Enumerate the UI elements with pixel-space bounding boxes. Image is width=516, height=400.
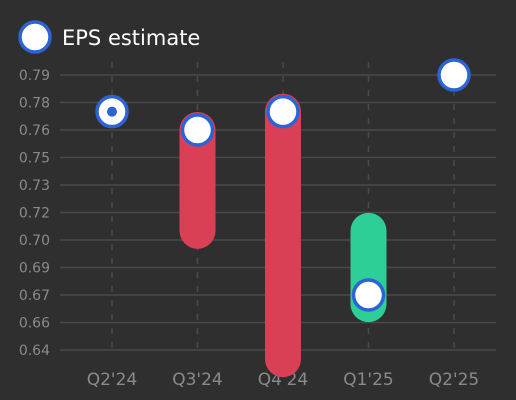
estimate-markers <box>95 58 471 312</box>
x-tick-label: Q3'24 <box>172 370 223 390</box>
x-tick-label: Q2'24 <box>87 370 138 390</box>
legend[interactable]: EPS estimate <box>18 20 200 54</box>
y-tick-label: 0.64 <box>19 343 50 359</box>
range-bar-Q4'24[interactable] <box>265 93 301 378</box>
x-tick-label: Q1'25 <box>343 370 394 390</box>
y-tick-label: 0.76 <box>19 123 50 139</box>
y-tick-label: 0.72 <box>19 206 50 222</box>
y-tick-label: 0.79 <box>19 68 50 84</box>
estimate-marker-Q3'24[interactable] <box>180 113 215 147</box>
x-axis-ticks: Q2'24 Q3'24 Q4'24 Q1'25 Q2'25 <box>87 370 480 390</box>
y-tick-label: 0.67 <box>19 288 50 304</box>
y-axis-ticks: 0.79 0.78 0.76 0.75 0.73 0.72 0.70 0.69 0.67 0.66… <box>19 68 50 359</box>
x-tick-label: Q2'25 <box>429 370 480 390</box>
y-tick-label: 0.73 <box>19 178 50 194</box>
estimate-marker-Q2'25[interactable] <box>437 58 471 92</box>
y-tick-label: 0.75 <box>19 151 50 167</box>
x-tick-label: Q4'24 <box>258 370 309 390</box>
estimate-marker-Q1'25[interactable] <box>351 278 386 312</box>
legend-marker-icon <box>18 20 52 54</box>
estimate-marker-Q4'24[interactable] <box>266 94 300 129</box>
y-tick-label: 0.78 <box>19 96 50 112</box>
current-dot-icon <box>107 106 117 117</box>
legend-label: EPS estimate <box>62 26 200 50</box>
range-bar-Q3'24[interactable] <box>179 112 216 249</box>
y-tick-label: 0.69 <box>19 261 50 277</box>
y-tick-label: 0.70 <box>19 233 50 249</box>
y-tick-label: 0.66 <box>19 316 50 332</box>
